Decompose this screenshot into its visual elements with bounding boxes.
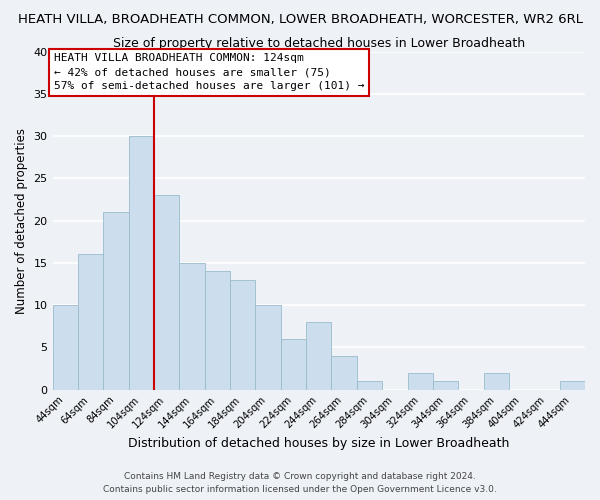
Bar [281,339,306,390]
Bar [331,356,357,390]
Bar [53,305,78,390]
Text: HEATH VILLA, BROADHEATH COMMON, LOWER BROADHEATH, WORCESTER, WR2 6RL: HEATH VILLA, BROADHEATH COMMON, LOWER BR… [17,12,583,26]
Bar [128,136,154,390]
Bar [433,381,458,390]
Bar [78,254,103,390]
Bar [560,381,585,390]
Bar [154,196,179,390]
Bar [484,373,509,390]
Title: Size of property relative to detached houses in Lower Broadheath: Size of property relative to detached ho… [113,38,525,51]
Bar [306,322,331,390]
Text: HEATH VILLA BROADHEATH COMMON: 124sqm
← 42% of detached houses are smaller (75)
: HEATH VILLA BROADHEATH COMMON: 124sqm ← … [54,54,364,92]
Bar [230,280,256,390]
Bar [103,212,128,390]
Y-axis label: Number of detached properties: Number of detached properties [15,128,28,314]
Bar [179,263,205,390]
Text: Contains HM Land Registry data © Crown copyright and database right 2024.
Contai: Contains HM Land Registry data © Crown c… [103,472,497,494]
Bar [256,305,281,390]
Bar [205,272,230,390]
Bar [407,373,433,390]
X-axis label: Distribution of detached houses by size in Lower Broadheath: Distribution of detached houses by size … [128,437,509,450]
Bar [357,381,382,390]
